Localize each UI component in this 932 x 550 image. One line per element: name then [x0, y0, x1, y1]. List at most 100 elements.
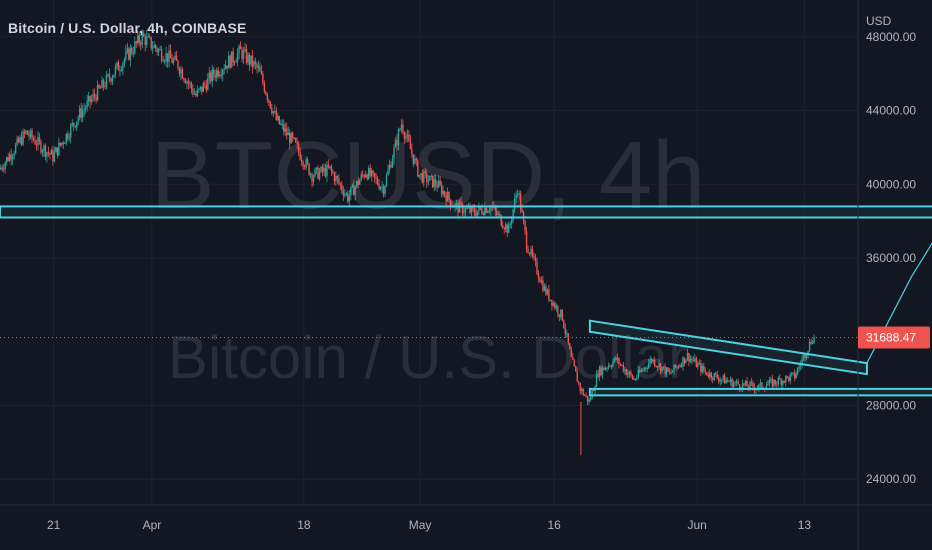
candle-body	[688, 352, 690, 362]
candle-body	[138, 35, 140, 44]
candle-body	[703, 365, 705, 371]
candle-body	[271, 107, 273, 114]
candle-body	[35, 144, 38, 146]
candle-body	[671, 371, 674, 373]
candle-body	[625, 369, 628, 375]
candle-body	[26, 130, 29, 135]
candle-body	[405, 136, 407, 139]
candle-body	[287, 132, 289, 136]
candle-body	[543, 286, 546, 291]
candle-body	[487, 211, 489, 213]
candle-body	[482, 213, 485, 215]
candle-body	[367, 168, 370, 180]
candle-body	[348, 195, 351, 202]
candle-body	[673, 364, 675, 372]
candle-body	[697, 363, 699, 368]
candle-body	[84, 108, 87, 110]
candle-body	[177, 60, 179, 69]
candle-body	[83, 109, 85, 111]
candle-body	[157, 49, 160, 53]
candle-body	[98, 84, 100, 88]
candle-body	[369, 168, 371, 176]
candle-body	[294, 138, 297, 143]
candle-body	[29, 130, 32, 137]
candle-body	[342, 190, 345, 196]
candle-body	[172, 59, 175, 64]
candle-body	[813, 337, 815, 343]
candle-body	[135, 41, 137, 43]
candle-body	[423, 171, 425, 183]
candle-body	[280, 123, 282, 125]
candle-body	[308, 163, 310, 175]
candle-body	[758, 384, 760, 389]
candle-body	[326, 164, 328, 177]
candle-body	[329, 166, 331, 168]
candle-body	[150, 37, 152, 49]
candle-body	[513, 198, 516, 210]
candle-body	[576, 371, 578, 382]
candle-body	[49, 153, 51, 155]
candle-body	[505, 224, 507, 230]
candle-body	[591, 390, 593, 399]
candle-body	[707, 375, 709, 377]
candle-body	[408, 134, 410, 141]
candle-body	[741, 383, 744, 390]
candle-body	[566, 333, 568, 335]
candle-body	[811, 342, 814, 344]
candle-body	[569, 343, 571, 350]
candle-body	[721, 379, 723, 381]
candle-body	[129, 48, 132, 60]
candle-body	[292, 133, 294, 138]
time-axis[interactable]: 21 Apr 18 May 16 Jun 13	[47, 518, 811, 532]
candle-body	[149, 36, 151, 38]
candle-body	[612, 361, 614, 367]
candle-body	[437, 180, 440, 188]
candle-body	[718, 378, 720, 382]
candle-body	[195, 93, 197, 96]
price-axis[interactable]: 48000.00 44000.00 40000.00 36000.00 28000.00…	[866, 30, 916, 486]
candle-body	[694, 358, 696, 362]
candle-body	[466, 208, 468, 210]
candle-body	[312, 176, 315, 182]
candle-body	[183, 78, 185, 81]
y-tick-label: 40000.00	[866, 177, 916, 191]
candle-body	[156, 48, 158, 53]
candle-body	[411, 149, 413, 155]
candle-body	[749, 381, 751, 389]
candle-body	[668, 371, 671, 373]
candle-body	[290, 133, 292, 144]
candle-body	[344, 193, 346, 196]
candle-body	[70, 125, 72, 138]
candle-body	[712, 378, 714, 380]
candle-body	[335, 176, 337, 182]
current-price-label-bg	[858, 326, 930, 349]
candle-body	[391, 158, 394, 168]
candle-body	[627, 373, 629, 375]
candle-body	[178, 68, 181, 74]
candle-body	[387, 169, 389, 176]
candle-body	[248, 54, 251, 65]
candle-body	[259, 66, 261, 72]
candle-body	[382, 186, 385, 195]
candle-body	[683, 357, 686, 364]
candle-body	[375, 177, 377, 179]
candle-body	[211, 69, 213, 82]
candle-body	[311, 173, 313, 182]
candle-body	[481, 208, 483, 214]
candle-body	[204, 83, 206, 85]
candle-body	[722, 375, 724, 380]
x-tick-label: 16	[547, 518, 561, 532]
candle-body	[207, 78, 209, 91]
candle-body	[230, 51, 233, 68]
candle-body	[111, 77, 114, 82]
candle-body	[153, 44, 155, 48]
candle-body	[445, 195, 447, 202]
candle-body	[40, 141, 42, 153]
candle-body	[643, 367, 645, 371]
candle-body	[105, 75, 108, 87]
candle-body	[7, 157, 9, 161]
candle-body	[318, 171, 321, 179]
candle-body	[71, 123, 73, 126]
